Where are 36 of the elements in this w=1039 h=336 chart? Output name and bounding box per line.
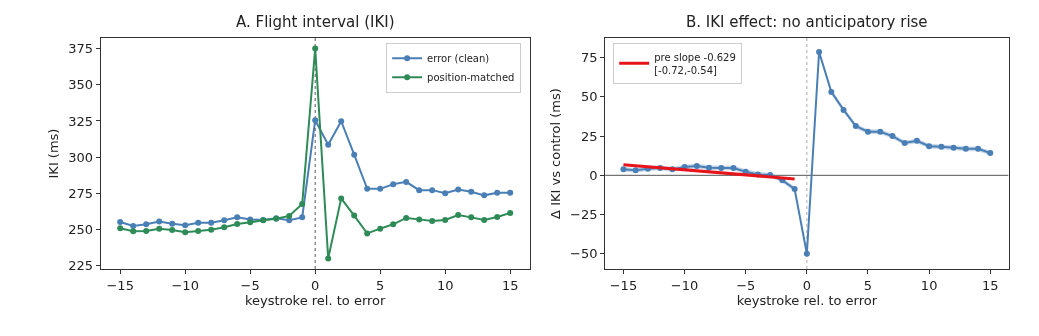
x-tick-label: −15 [106,277,134,293]
legend-label: position-matched [427,72,515,84]
x-tick-label: 10 [436,277,454,293]
y-tick-label: 375 [68,41,94,57]
y-tick-label: 250 [68,222,94,238]
y-tick-label: 50 [580,89,598,105]
x-tick-label: 15 [982,277,999,293]
x-tick-label: −5 [736,277,756,293]
y-axis-title: Δ IKI vs control (ms) [548,88,564,219]
y-tick-label: 225 [68,258,94,274]
legend-label: error (clean) [427,53,490,65]
chart-title: B. IKI effect: no anticipatory rise [686,13,928,31]
y-tick-label: −50 [570,246,598,262]
legend-label: pre slope -0.629 [-0.72,-0.54] [654,51,736,76]
y-tick-label: 25 [580,128,598,144]
y-axis-title: IKI (ms) [46,128,62,179]
x-tick-label: 15 [501,277,519,293]
x-axis-title: keystroke rel. to error [736,293,878,309]
x-tick-label: 5 [376,277,385,293]
x-tick-label: 10 [920,277,938,293]
x-tick-label: 0 [802,277,811,293]
y-tick-label: 325 [68,113,94,129]
y-tick-label: 300 [68,149,94,165]
y-tick-label: −25 [570,207,598,223]
x-tick-label: −15 [609,277,638,293]
x-tick-label: 0 [311,277,320,293]
y-tick-label: 0 [589,167,598,183]
y-tick-label: 350 [68,77,94,93]
x-axis-title: keystroke rel. to error [244,293,387,309]
chart-title: A. Flight interval (IKI) [236,13,395,31]
y-tick-label: 275 [68,185,94,201]
x-tick-label: 5 [863,277,873,293]
x-tick-label: −10 [670,277,699,293]
x-tick-label: −5 [240,277,260,293]
x-tick-label: −10 [171,277,199,293]
y-tick-label: 75 [580,50,598,66]
